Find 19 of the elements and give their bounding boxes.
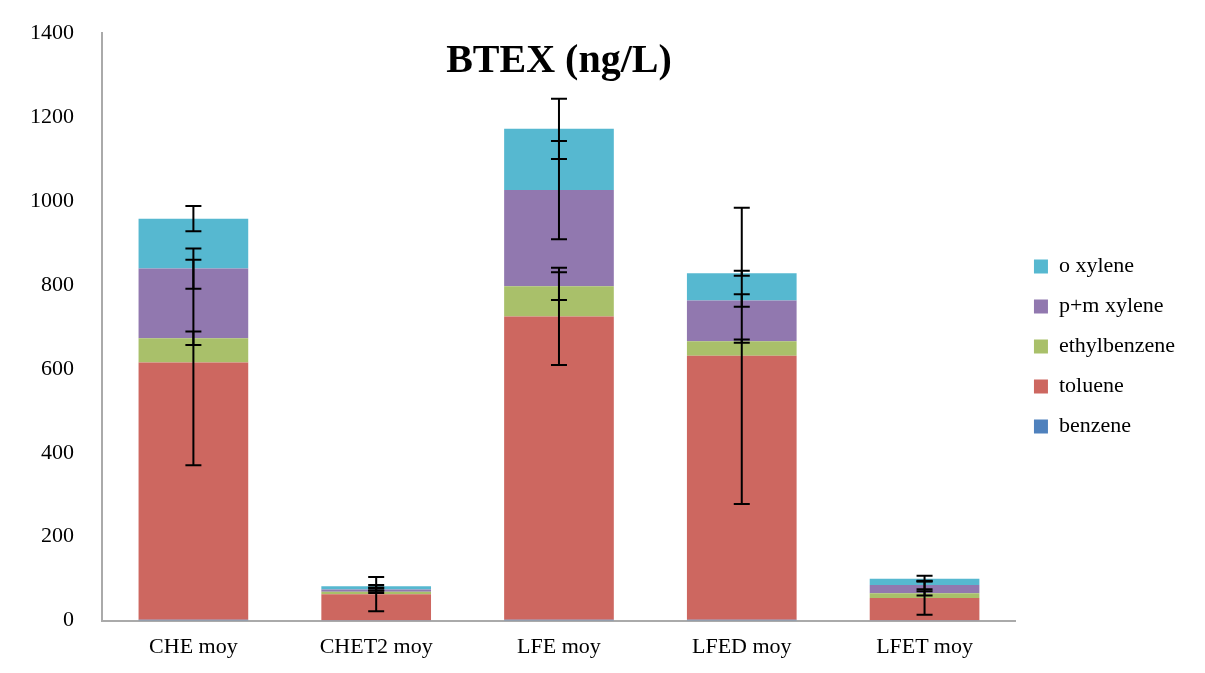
y-tick-label: 0	[63, 606, 74, 632]
legend-label: ethylbenzene	[1058, 332, 1176, 358]
x-tick-label: CHET2 moy	[319, 632, 433, 658]
y-tick-label: 1400	[30, 18, 74, 44]
y-tick-label: 200	[41, 522, 74, 548]
y-tick-label: 1000	[30, 186, 74, 212]
y-tick-label: 800	[41, 270, 74, 296]
y-tick-label: 1200	[30, 102, 74, 128]
y-tick-label: 600	[41, 354, 74, 380]
y-tick-label: 400	[41, 438, 74, 464]
legend-label: p+m xylene	[1058, 292, 1164, 318]
legend-label: benzene	[1058, 412, 1132, 438]
x-tick-label: LFE moy	[517, 632, 601, 658]
legend-label: toluene	[1058, 372, 1124, 398]
x-tick-label: CHE moy	[149, 632, 238, 658]
chart-title: BTEX (ng/L)	[446, 35, 672, 81]
legend-label: o xylene	[1058, 252, 1135, 278]
x-tick-label: LFED moy	[691, 632, 792, 658]
x-tick-label: LFET moy	[876, 632, 973, 658]
